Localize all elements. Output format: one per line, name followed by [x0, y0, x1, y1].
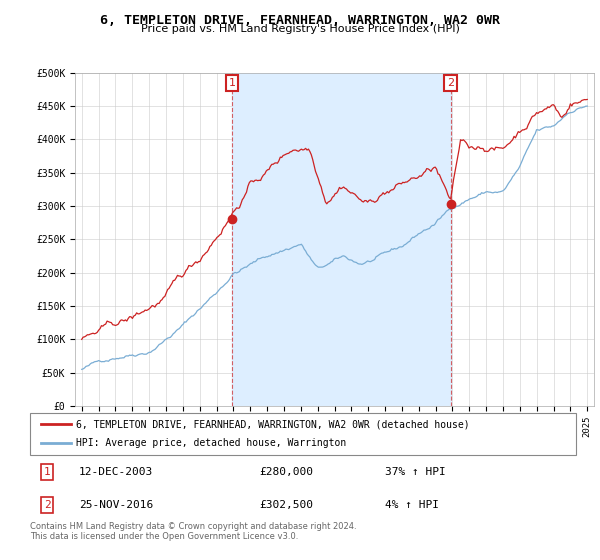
- Text: 6, TEMPLETON DRIVE, FEARNHEAD, WARRINGTON, WA2 0WR: 6, TEMPLETON DRIVE, FEARNHEAD, WARRINGTO…: [100, 14, 500, 27]
- Text: Contains HM Land Registry data © Crown copyright and database right 2024.
This d: Contains HM Land Registry data © Crown c…: [30, 522, 356, 542]
- Bar: [232, 73, 451, 406]
- Text: HPI: Average price, detached house, Warrington: HPI: Average price, detached house, Warr…: [76, 438, 347, 448]
- Text: 12-DEC-2003: 12-DEC-2003: [79, 467, 154, 477]
- Text: 25-NOV-2016: 25-NOV-2016: [79, 500, 154, 510]
- Text: 6, TEMPLETON DRIVE, FEARNHEAD, WARRINGTON, WA2 0WR (detached house): 6, TEMPLETON DRIVE, FEARNHEAD, WARRINGTO…: [76, 419, 470, 429]
- Text: £280,000: £280,000: [259, 467, 313, 477]
- Text: 2: 2: [447, 78, 454, 88]
- Text: 37% ↑ HPI: 37% ↑ HPI: [385, 467, 446, 477]
- Text: 1: 1: [44, 467, 50, 477]
- Text: Price paid vs. HM Land Registry's House Price Index (HPI): Price paid vs. HM Land Registry's House …: [140, 24, 460, 34]
- Text: 4% ↑ HPI: 4% ↑ HPI: [385, 500, 439, 510]
- Text: 1: 1: [229, 78, 236, 88]
- Text: 2: 2: [44, 500, 50, 510]
- Text: £302,500: £302,500: [259, 500, 313, 510]
